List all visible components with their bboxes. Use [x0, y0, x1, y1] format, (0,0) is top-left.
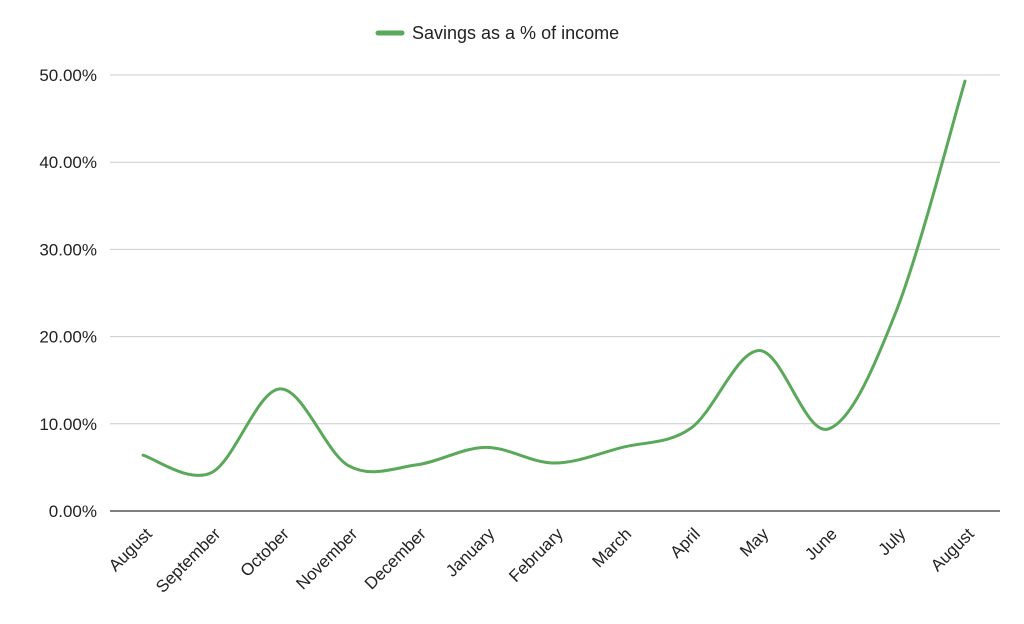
series-line [141, 79, 967, 477]
x-tick-label: May [736, 524, 772, 560]
data-point [688, 425, 694, 431]
legend-label: Savings as a % of income [412, 23, 619, 43]
data-point [414, 462, 420, 468]
y-tick-label: 50.00% [39, 66, 97, 85]
data-point [620, 444, 626, 450]
data-point [483, 444, 489, 450]
x-tick-label: August [927, 524, 978, 575]
data-point [140, 452, 146, 458]
y-tick-label: 30.00% [39, 240, 97, 259]
x-tick-label: March [588, 524, 635, 571]
x-tick-label: October [237, 524, 293, 580]
data-point [825, 426, 831, 432]
data-point [346, 463, 352, 469]
x-tick-label: April [666, 524, 703, 561]
legend: Savings as a % of income [375, 23, 619, 43]
y-tick-label: 40.00% [39, 153, 97, 172]
x-tick-label: November [292, 524, 361, 593]
y-tick-label: 20.00% [39, 328, 97, 347]
data-point [757, 348, 763, 354]
gridlines [110, 74, 1000, 512]
data-point [209, 470, 215, 476]
x-tick-label: August [105, 524, 156, 575]
x-tick-label: February [505, 524, 567, 586]
y-tick-label: 0.00% [49, 502, 97, 521]
y-axis: 0.00% 10.00% 20.00% 30.00% 40.00% 50.00% [39, 66, 97, 521]
data-point [277, 386, 283, 392]
series-layer [140, 78, 968, 477]
data-point [962, 78, 968, 84]
data-point [894, 307, 900, 313]
x-tick-label: December [361, 524, 430, 593]
x-tick-label: June [801, 524, 841, 564]
x-tick-label: January [442, 524, 499, 581]
x-tick-label: July [875, 524, 910, 559]
x-tick-label: September [152, 524, 224, 596]
y-tick-label: 10.00% [39, 415, 97, 434]
data-point [551, 460, 557, 466]
